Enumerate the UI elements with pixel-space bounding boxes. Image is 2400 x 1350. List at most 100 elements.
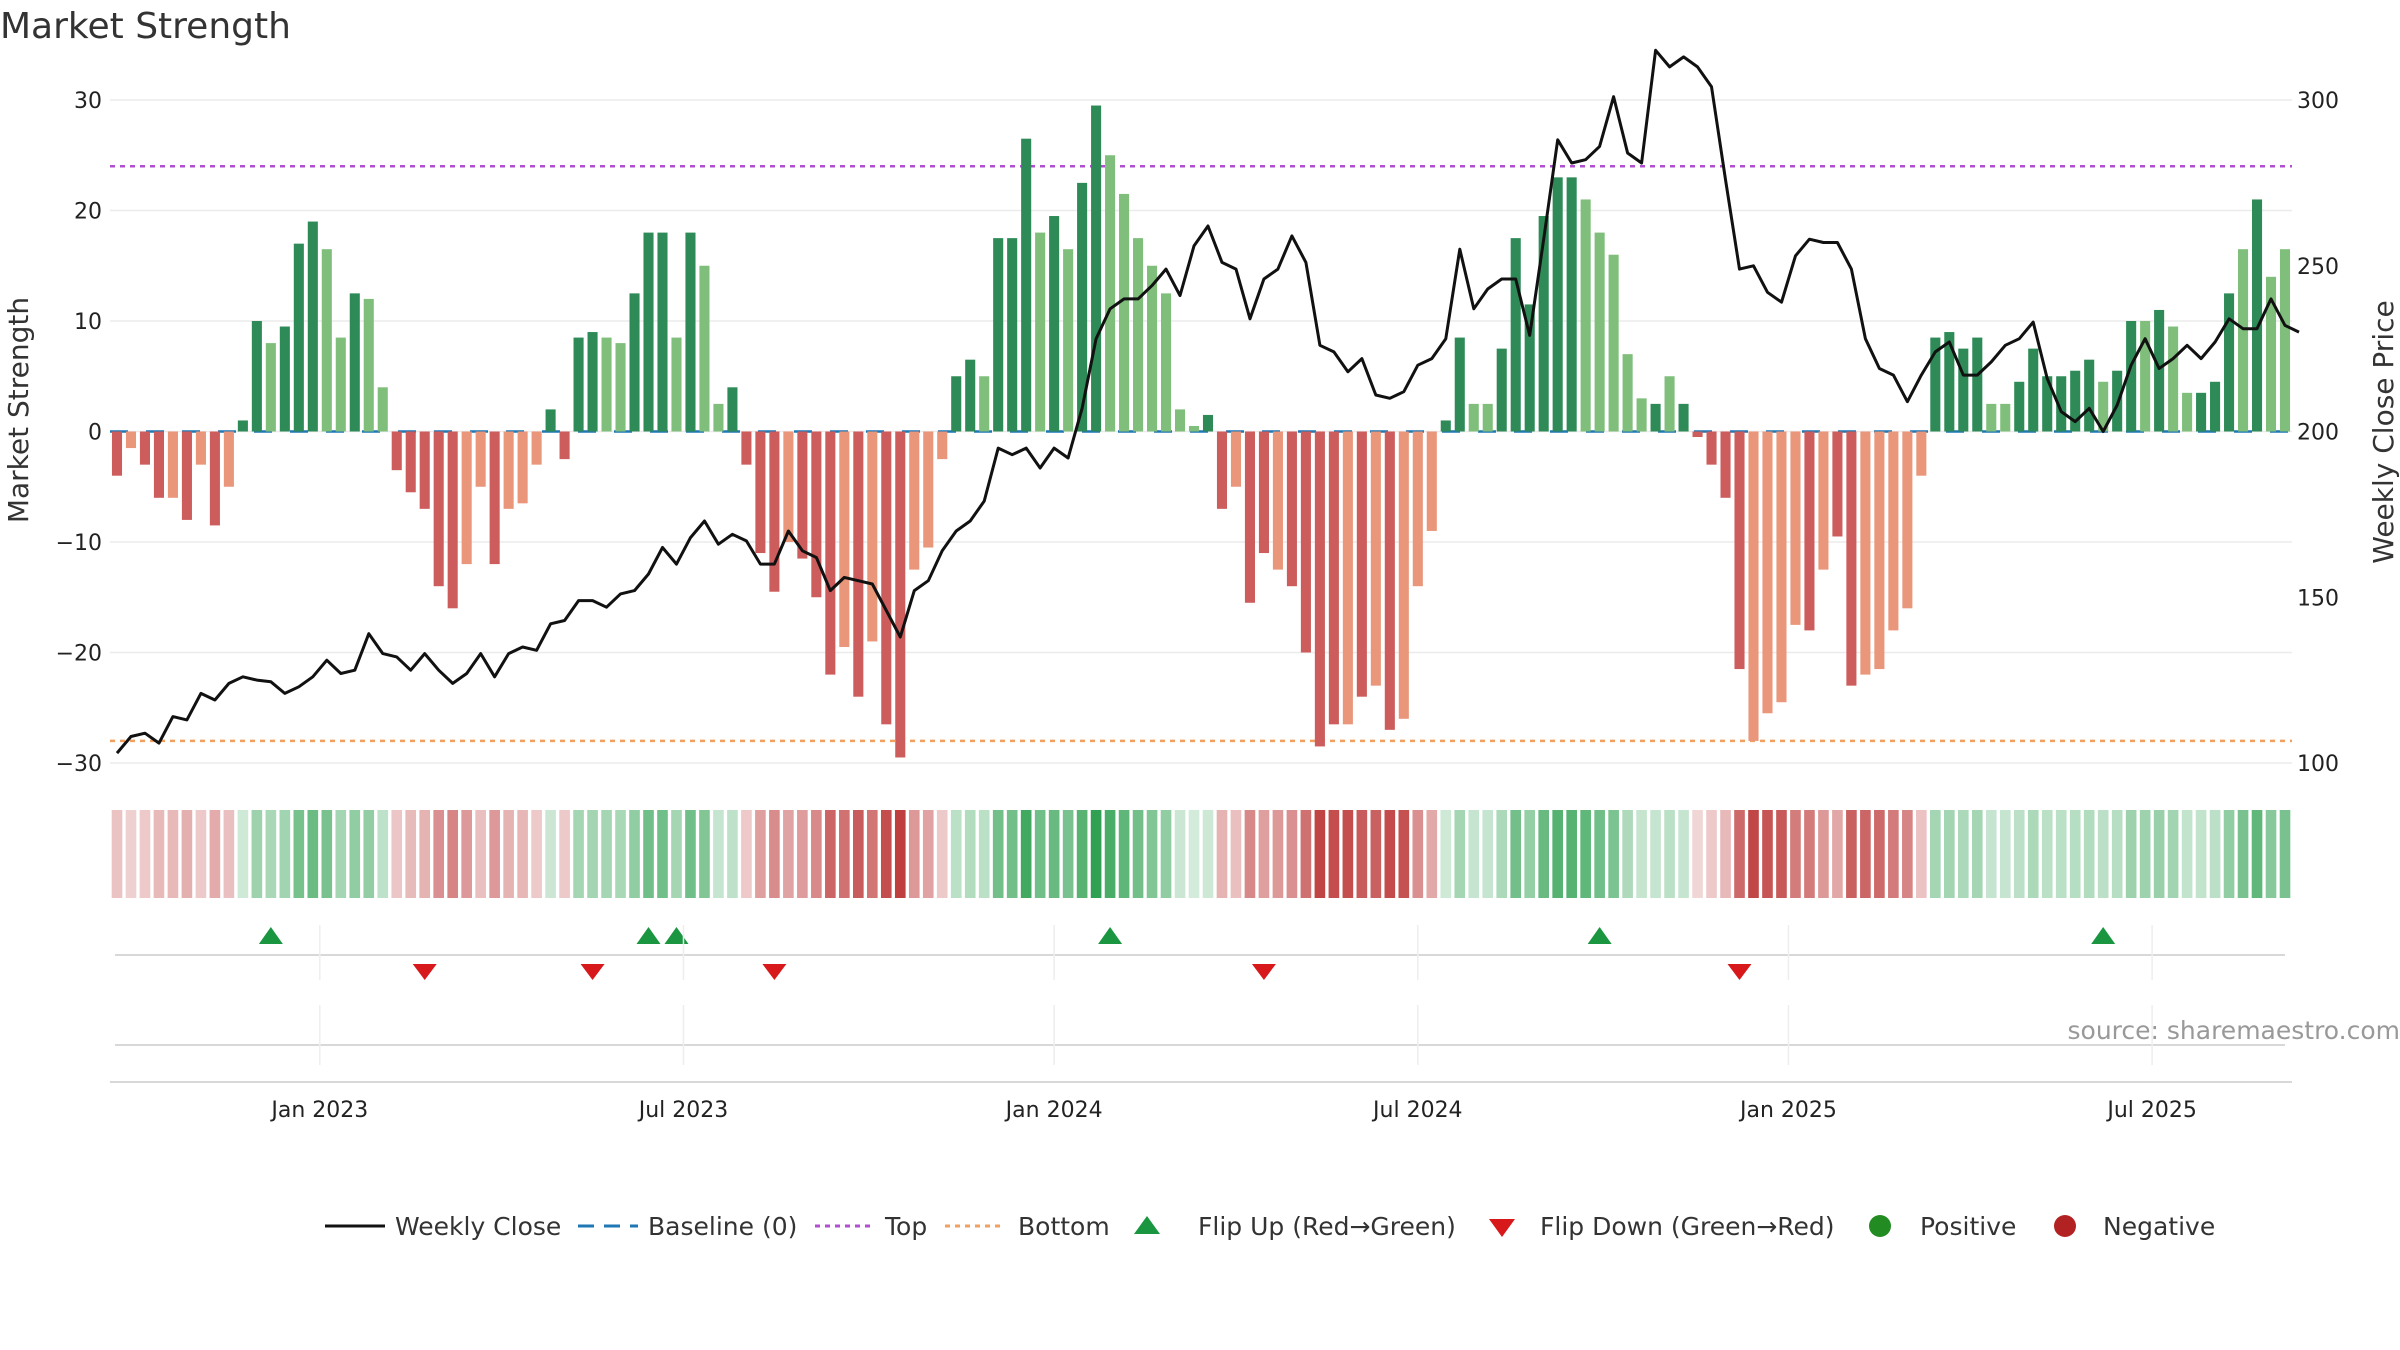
heat-cell <box>503 810 514 898</box>
strength-bar <box>2168 326 2179 432</box>
heat-cell <box>1524 810 1536 898</box>
strength-bar <box>559 431 570 460</box>
strength-bar <box>1538 216 1549 432</box>
strength-bar <box>1119 193 1130 432</box>
strength-bar <box>1188 425 1200 432</box>
strength-bar <box>139 431 151 465</box>
strength-bar <box>1272 431 1283 570</box>
strength-bar <box>1244 431 1255 603</box>
heat-cell <box>209 810 221 898</box>
strength-bar <box>1356 431 1367 697</box>
heat-cell <box>978 810 990 898</box>
strength-bar <box>377 387 388 432</box>
strength-bar <box>1133 238 1144 432</box>
flip-up-marker <box>1098 927 1123 944</box>
strength-bar <box>419 431 430 509</box>
strength-bar <box>209 431 220 526</box>
heat-cell <box>1608 810 1619 898</box>
strength-bar <box>1790 431 1801 625</box>
heat-cell <box>992 810 1004 898</box>
strength-bar <box>587 332 598 432</box>
heat-cell <box>2223 810 2235 898</box>
heat-cell <box>769 810 780 898</box>
strength-bar <box>1370 431 1381 686</box>
y-tick-label: 0 <box>88 421 102 446</box>
y-tick-label: −10 <box>56 531 102 556</box>
flip-markers <box>110 927 2292 1083</box>
flip-down-marker <box>762 964 787 980</box>
heat-cell <box>419 810 431 898</box>
strength-bar <box>1454 337 1465 432</box>
heat-cell <box>1342 810 1354 898</box>
y-tick-label-right: 200 <box>2297 421 2339 446</box>
strength-bar <box>167 431 178 498</box>
strength-bar <box>1958 348 1969 432</box>
strength-bar <box>825 431 836 675</box>
strength-bar <box>867 431 878 642</box>
heat-cell <box>321 810 333 898</box>
strength-bar <box>1230 431 1242 487</box>
heat-cell <box>1594 810 1605 898</box>
heat-cell <box>1370 810 1382 898</box>
x-tick-label: Jan 2024 <box>1004 1098 1103 1123</box>
strength-bar <box>237 420 248 432</box>
heat-cell <box>685 810 696 898</box>
heat-cell <box>377 810 389 898</box>
strength-bar <box>1398 431 1409 719</box>
strength-bar <box>1091 105 1102 432</box>
strength-bar <box>2154 309 2165 432</box>
heat-cell <box>1090 810 1102 898</box>
heat-cell <box>1104 810 1116 898</box>
strength-bar <box>1734 431 1745 670</box>
svg-text:Baseline (0): Baseline (0) <box>648 1212 797 1241</box>
strength-bar <box>2238 249 2249 432</box>
heat-cell <box>1804 810 1815 898</box>
heat-cell <box>1678 810 1689 898</box>
strength-bar <box>811 431 822 598</box>
heat-cell <box>894 810 906 898</box>
heat-cell <box>195 810 207 898</box>
strength-bar <box>713 403 724 432</box>
svg-text:Top: Top <box>884 1212 927 1241</box>
legend-negative: Negative <box>2054 1212 2215 1241</box>
strength-bar <box>1580 199 1591 432</box>
strength-bar <box>1202 414 1214 432</box>
heat-cell <box>1943 810 1955 898</box>
strength-bar <box>937 431 948 460</box>
strength-bar <box>2210 381 2221 432</box>
heat-cell <box>922 810 934 898</box>
flip-down-marker <box>412 964 437 980</box>
strength-bar <box>671 337 682 432</box>
heat-cell <box>2251 810 2263 898</box>
legend-weekly-close: Weekly Close <box>325 1212 561 1241</box>
heat-cell <box>1454 810 1466 898</box>
heat-cell <box>1118 810 1130 898</box>
heat-cell <box>2181 810 2193 898</box>
heat-cell <box>349 810 361 898</box>
strength-bar <box>489 431 500 565</box>
heat-cell <box>2265 810 2277 898</box>
heat-cell <box>1482 810 1494 898</box>
strength-bar <box>293 243 304 432</box>
heat-cell <box>657 810 668 898</box>
flip-up-marker <box>2091 927 2116 944</box>
strength-bar <box>1174 409 1186 432</box>
heat-cell <box>1650 810 1661 898</box>
heat-cell <box>601 810 612 898</box>
heat-cell <box>643 810 654 898</box>
y-tick-label: −20 <box>56 642 102 667</box>
strength-bar <box>545 409 556 432</box>
strength-bar <box>251 321 262 432</box>
y-tick-label-right: 150 <box>2297 586 2339 611</box>
strength-bar <box>391 431 402 471</box>
strength-bar <box>1286 431 1297 587</box>
heat-cell <box>307 810 319 898</box>
flip-down-marker <box>1251 964 1276 980</box>
strength-bar <box>1930 337 1941 432</box>
heat-cell <box>1874 810 1885 898</box>
svg-text:Flip Down (Green→Red): Flip Down (Green→Red) <box>1540 1212 1835 1241</box>
legend: Weekly Close Baseline (0) Top Bottom Fli… <box>325 1212 2215 1241</box>
strength-bar <box>517 431 528 504</box>
strength-bar <box>727 387 738 432</box>
strength-bar <box>111 431 123 476</box>
